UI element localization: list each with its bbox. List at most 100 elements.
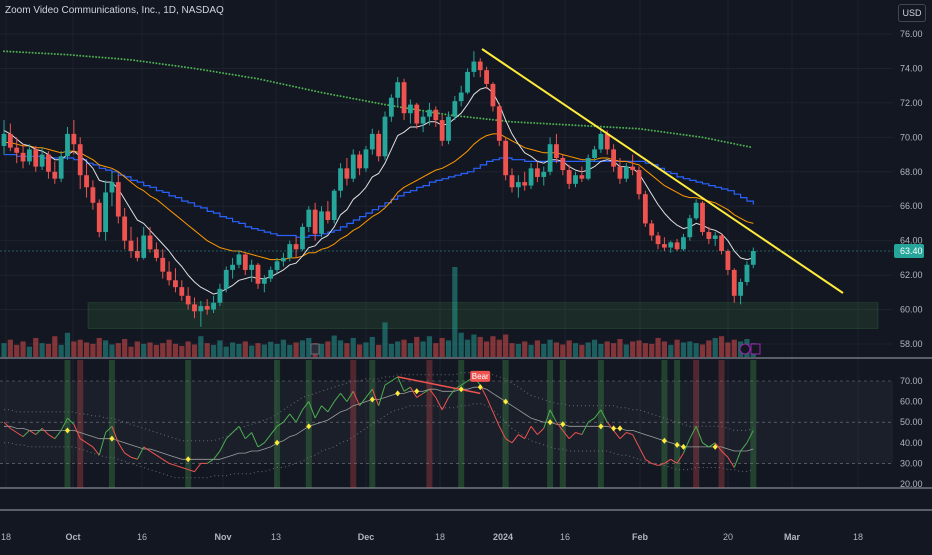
ma-dotted-point <box>730 142 733 145</box>
volume-bar <box>306 337 312 357</box>
volume-bar <box>26 346 32 357</box>
candle-body <box>395 82 401 98</box>
candle-body <box>522 182 528 186</box>
ma-dotted-point <box>98 56 101 59</box>
osc-rsi-segment <box>695 426 703 443</box>
osc-rsi-segment <box>41 428 49 435</box>
candle-body <box>509 175 515 188</box>
ma-dotted-point <box>676 132 679 135</box>
osc-rsi-segment <box>219 438 227 452</box>
ma-dotted-point <box>260 78 263 81</box>
volume-bar <box>274 343 280 357</box>
osc-rsi-segment <box>632 434 640 448</box>
volume-bar <box>731 339 737 357</box>
ma-dotted-point <box>634 127 637 130</box>
ma-dotted-point <box>187 66 190 69</box>
ma-dotted-point <box>282 83 285 86</box>
candle-body <box>52 171 58 179</box>
osc-rsi-segment <box>416 392 424 398</box>
price-tick-label: 64.00 <box>900 236 923 246</box>
osc-rsi-segment <box>232 425 240 433</box>
osc-yellow-diamond <box>680 443 686 450</box>
candle-body <box>642 194 648 224</box>
ma-dotted-point <box>441 112 444 115</box>
volume-bar <box>287 344 293 357</box>
earnings-e-marker <box>750 343 761 355</box>
volume-bar <box>382 322 388 357</box>
osc-red-highlight <box>426 360 433 488</box>
osc-yellow-diamond <box>414 388 420 395</box>
ma-dotted-point <box>301 87 304 90</box>
ma-dotted-point <box>222 72 225 75</box>
candle-body <box>566 170 572 184</box>
osc-rsi-segment <box>359 397 367 407</box>
osc-tick-label: 50.00 <box>900 417 923 427</box>
ma-dotted-point <box>672 132 675 135</box>
osc-rsi-segment <box>448 388 456 398</box>
osc-rsi-segment <box>556 421 564 431</box>
currency-button[interactable]: USD <box>898 4 926 22</box>
volume-bar <box>598 343 604 357</box>
candle-body <box>281 257 286 262</box>
osc-rsi-segment <box>435 397 443 411</box>
osc-rsi-segment <box>664 458 672 464</box>
volume-bar <box>71 341 77 357</box>
volume-bar <box>236 343 242 357</box>
candle-body <box>7 133 13 148</box>
osc-yellow-diamond <box>458 386 464 393</box>
osc-tick-label: 30.00 <box>900 458 923 468</box>
candle-body <box>338 168 343 191</box>
osc-rsi-segment <box>422 388 430 394</box>
volume-bar <box>331 335 337 357</box>
osc-rsi-segment <box>156 454 164 460</box>
candle-body <box>465 71 470 93</box>
ma-dotted-point <box>342 95 345 98</box>
osc-rsi-segment <box>308 401 316 419</box>
volume-bar <box>553 342 560 357</box>
volume-bar <box>337 340 344 357</box>
osc-rsi-ma <box>4 386 754 460</box>
candle-body <box>617 166 623 179</box>
volume-bar <box>534 340 540 357</box>
ma-dotted-point <box>295 86 298 89</box>
volume-bar <box>718 336 725 357</box>
ma-dotted-point <box>647 129 650 132</box>
osc-rsi-segment <box>511 434 519 444</box>
ma-dotted-point <box>545 122 548 125</box>
osc-rsi-segment <box>492 411 500 427</box>
osc-rsi-segment <box>73 424 81 439</box>
candle-body <box>84 175 89 188</box>
osc-rsi-segment <box>397 376 405 392</box>
candle-body <box>592 149 597 158</box>
ma-dotted-point <box>371 101 374 104</box>
osc-rsi-segment <box>600 409 608 423</box>
ma-dotted-point <box>56 53 59 56</box>
ma-dotted-point <box>190 67 193 70</box>
ma-dotted-point <box>53 52 56 55</box>
ma-dotted-point <box>393 105 396 108</box>
ma-dotted-point <box>6 50 9 53</box>
ma-dotted-point <box>126 58 129 61</box>
ma-dotted-point <box>180 65 183 68</box>
ma-dotted-point <box>320 91 323 94</box>
osc-rsi-segment <box>403 386 411 392</box>
ma-dotted-point <box>568 123 571 126</box>
osc-rsi-segment <box>549 409 557 423</box>
osc-green-highlight <box>458 360 465 488</box>
candle-body <box>693 202 699 219</box>
candle-body <box>382 116 388 157</box>
osc-rsi-segment <box>746 430 754 444</box>
candle-body <box>604 133 610 150</box>
osc-rsi-segment <box>498 426 507 439</box>
ma-dotted-point <box>501 119 504 122</box>
ma-dotted-point <box>136 59 139 62</box>
ma-dotted-point <box>460 115 463 118</box>
volume-bar <box>680 342 687 357</box>
volume-bar <box>122 339 128 357</box>
ma-dotted-point <box>514 121 517 124</box>
ma-dotted-point <box>279 82 282 85</box>
osc-rsi-segment <box>251 432 259 448</box>
volume-bar <box>560 344 566 357</box>
